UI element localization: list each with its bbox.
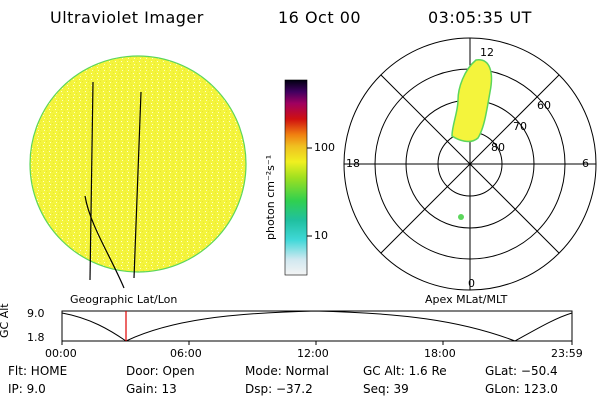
altitude-x-tick-0000: 00:00 <box>45 347 77 360</box>
lat-label-60: 60 <box>537 99 551 112</box>
colorbar-tick-100: 100 <box>314 141 335 154</box>
left-panel-caption: Geographic Lat/Lon <box>70 293 178 306</box>
colorbar-tick-10: 10 <box>314 229 328 242</box>
geographic-line <box>89 81 94 281</box>
altitude-frame <box>61 310 573 342</box>
altitude-axis-label: GC Alt <box>0 303 11 338</box>
mlt-label-18: 18 <box>346 157 360 170</box>
polar-plot <box>343 37 597 291</box>
lat-label-70: 70 <box>513 120 527 133</box>
geographic-image <box>29 55 247 289</box>
colorbar-gradient <box>284 79 308 276</box>
colorbar <box>284 79 312 276</box>
status-gain: Gain: 13 <box>126 382 177 396</box>
aurora-spot <box>458 214 464 220</box>
altitude-y-tick-1-8: 1.8 <box>27 331 45 344</box>
polar-axis-diagonal <box>380 74 560 254</box>
status-seq: Seq: 39 <box>363 382 409 396</box>
status-mode: Mode: Normal <box>245 364 329 378</box>
right-panel-caption: Apex MLat/MLT <box>425 293 508 306</box>
mlt-label-0: 0 <box>468 277 475 290</box>
date-label: 16 Oct 00 <box>278 8 362 27</box>
status-flt: Flt: HOME <box>8 364 68 378</box>
mlt-label-12: 12 <box>480 46 494 59</box>
time-label: 03:05:35 UT <box>428 8 532 27</box>
altitude-x-tick-1800: 18:00 <box>424 347 456 360</box>
geographic-line <box>133 91 142 279</box>
status-gc-alt: GC Alt: 1.6 Re <box>363 364 447 378</box>
altitude-y-tick-9: 9.0 <box>27 307 45 320</box>
app-title: Ultraviolet Imager <box>50 8 204 27</box>
status-ip: IP: 9.0 <box>8 382 46 396</box>
altitude-x-tick-1200: 12:00 <box>297 347 329 360</box>
altitude-plot <box>61 310 573 345</box>
mlt-label-6: 6 <box>582 157 589 170</box>
lat-label-80: 80 <box>491 141 505 154</box>
altitude-curve <box>61 310 573 342</box>
status-dsp: Dsp: −37.2 <box>245 382 313 396</box>
aurora-oval <box>451 59 493 143</box>
altitude-x-tick-0600: 06:00 <box>170 347 202 360</box>
altitude-x-tick-2359: 23:59 <box>551 347 583 360</box>
colorbar-unit-label: photon cm⁻²s⁻¹ <box>264 154 277 240</box>
geographic-line <box>84 195 125 289</box>
status-glon: GLon: 123.0 <box>485 382 558 396</box>
status-door: Door: Open <box>126 364 195 378</box>
status-glat: GLat: −50.4 <box>485 364 558 378</box>
